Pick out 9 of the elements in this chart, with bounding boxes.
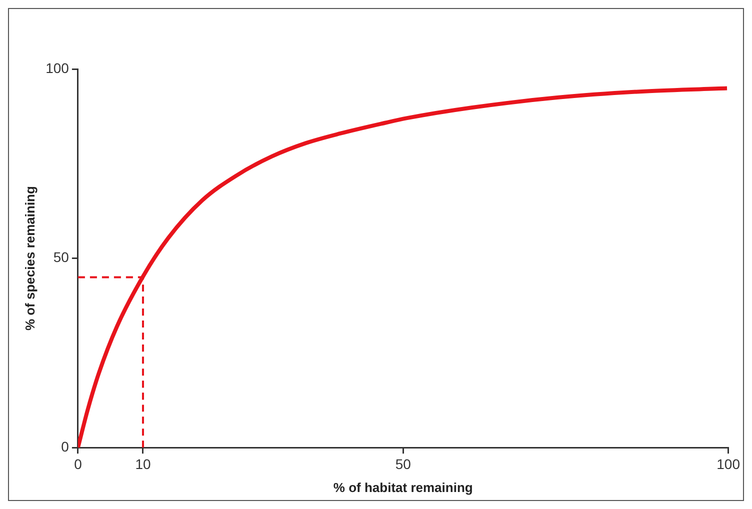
x-tick-label: 100 — [716, 456, 740, 472]
x-tick-label: 50 — [395, 456, 412, 472]
y-tick-label: 100 — [46, 60, 70, 76]
y-axis-title: % of species remaining — [22, 186, 38, 331]
x-tick-label: 0 — [74, 456, 82, 472]
x-tick-label: 10 — [135, 456, 151, 472]
y-tick-label: 0 — [61, 438, 70, 454]
x-axis-title: % of habitat remaining — [333, 480, 473, 495]
y-tick-label: 50 — [53, 249, 70, 266]
